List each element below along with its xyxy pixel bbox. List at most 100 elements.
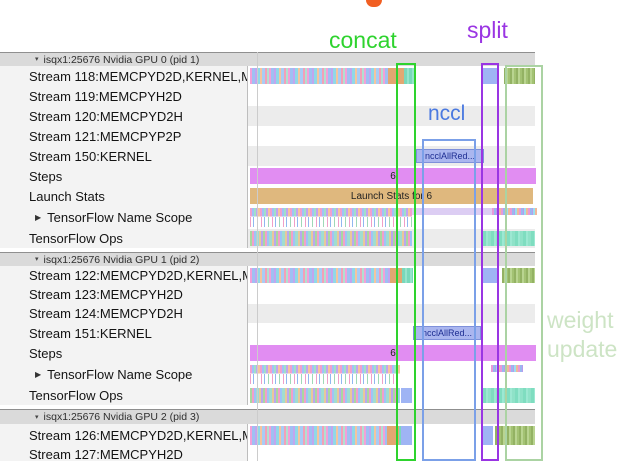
- timeline-track: Launch Stats for 6: [250, 186, 535, 206]
- process-header-label: isqx1:25676 Nvidia GPU 1 (pid 2): [43, 253, 200, 266]
- trace-event-segment[interactable]: [482, 68, 498, 84]
- trace-event-segment[interactable]: [250, 231, 412, 246]
- timeline-track: [250, 266, 535, 285]
- trace-event-segment[interactable]: [401, 426, 412, 445]
- trace-event-segment[interactable]: [399, 426, 401, 445]
- section-gap: [0, 405, 535, 409]
- orange-cropped-annotation-mark: [366, 0, 382, 7]
- annotation-concat-label: concat: [329, 27, 397, 53]
- track-row: ▶ TensorFlow Name Scope: [0, 363, 535, 386]
- track-label[interactable]: Stream 151:KERNEL: [0, 323, 248, 343]
- track-row: Stream 123:MEMCPYH2D: [0, 285, 535, 304]
- trace-event-segment[interactable]: [504, 68, 535, 84]
- trace-event-segment[interactable]: [401, 388, 412, 403]
- track-label-text: Stream 120:MEMCPYD2H: [29, 108, 183, 124]
- timeline-track: ncclAllRed...: [250, 323, 535, 343]
- timeline-gridline: [257, 52, 258, 461]
- trace-event-segment[interactable]: [250, 365, 400, 384]
- trace-event-segment[interactable]: [250, 426, 387, 445]
- collapse-arrow-icon[interactable]: ▾: [35, 256, 39, 263]
- trace-rows: ▾ isqx1:25676 Nvidia GPU 0 (pid 1) Stream …: [0, 52, 537, 461]
- track-label[interactable]: ▶ TensorFlow Name Scope: [0, 363, 248, 386]
- annotation-concat-box: [396, 63, 416, 461]
- track-label-text: Stream 127:MEMCPYH2D: [29, 447, 183, 461]
- timeline-track: 6: [250, 166, 536, 186]
- timeline-track: [250, 363, 535, 386]
- track-label-text: TensorFlow Ops: [29, 388, 123, 403]
- track-label-text: Stream 150:KERNEL: [29, 148, 152, 164]
- track-label[interactable]: Stream 127:MEMCPYH2D: [0, 447, 248, 461]
- track-label[interactable]: TensorFlow Ops: [0, 386, 248, 405]
- expand-arrow-icon[interactable]: ▶: [35, 212, 42, 222]
- track-row: TensorFlow Ops: [0, 386, 535, 405]
- track-label[interactable]: Stream 122:MEMCPYD2D,KERNEL,MI: [0, 266, 248, 285]
- track-row: Stream 124:MEMCPYD2H: [0, 304, 535, 323]
- trace-event-segment[interactable]: [483, 388, 535, 403]
- trace-event-segment[interactable]: [491, 365, 523, 372]
- track-label-text: Launch Stats: [29, 188, 105, 204]
- track-label[interactable]: Steps: [0, 343, 248, 363]
- trace-event-segment[interactable]: [492, 208, 537, 215]
- track-label-text: TensorFlow Ops: [29, 231, 123, 246]
- track-label[interactable]: ▶ TensorFlow Name Scope: [0, 206, 248, 229]
- track-label-text: Stream 126:MEMCPYD2D,KERNEL,MI: [29, 428, 248, 443]
- launch-stats-bar[interactable]: Launch Stats for 6: [250, 188, 533, 204]
- process-header[interactable]: ▾ isqx1:25676 Nvidia GPU 2 (pid 3): [0, 409, 535, 424]
- track-row: Stream 118:MEMCPYD2D,KERNEL,ME: [0, 66, 535, 86]
- nccl-allreduce-block[interactable]: ncclAllRed...: [413, 326, 481, 340]
- track-label[interactable]: Stream 121:MEMCPYP2P: [0, 126, 248, 146]
- track-row: Stream 126:MEMCPYD2D,KERNEL,MI: [0, 424, 535, 447]
- trace-event-segment[interactable]: [250, 268, 390, 283]
- process-header[interactable]: ▾ isqx1:25676 Nvidia GPU 0 (pid 1): [0, 52, 535, 66]
- track-label-text: Stream 123:MEMCPYH2D: [29, 287, 183, 302]
- trace-event-segment[interactable]: [483, 231, 535, 246]
- annotation-split-box: [481, 63, 499, 461]
- trace-event-segment[interactable]: [250, 68, 388, 84]
- track-label-text: Stream 151:KERNEL: [29, 325, 152, 341]
- trace-event-segment[interactable]: [483, 426, 493, 445]
- track-label[interactable]: Stream 124:MEMCPYD2H: [0, 304, 248, 323]
- annotation-weight-update-box: [505, 65, 543, 461]
- expand-arrow-icon[interactable]: ▶: [35, 369, 42, 379]
- track-row: Stream 119:MEMCPYH2D: [0, 86, 535, 106]
- trace-event-segment[interactable]: [482, 268, 498, 283]
- track-label-text: TensorFlow Name Scope: [47, 367, 193, 382]
- track-label-text: Stream 118:MEMCPYD2D,KERNEL,ME: [29, 68, 248, 84]
- track-label[interactable]: TensorFlow Ops: [0, 229, 248, 248]
- track-label[interactable]: Stream 126:MEMCPYD2D,KERNEL,MI: [0, 424, 248, 447]
- track-row: Launch Stats Launch Stats for 6: [0, 186, 535, 206]
- track-row: Stream 121:MEMCPYP2P: [0, 126, 535, 146]
- trace-event-segment[interactable]: [502, 268, 535, 283]
- track-label[interactable]: Stream 123:MEMCPYH2D: [0, 285, 248, 304]
- annotation-nccl-box: [422, 139, 476, 461]
- track-label[interactable]: Steps: [0, 166, 248, 186]
- track-label[interactable]: Stream 119:MEMCPYH2D: [0, 86, 248, 106]
- annotation-weight-update-label: weight update: [547, 306, 617, 364]
- annotation-weight-line1: weight: [547, 307, 614, 333]
- trace-event-segment[interactable]: [250, 208, 412, 227]
- collapse-arrow-icon[interactable]: ▾: [35, 56, 39, 63]
- trace-event-segment[interactable]: [402, 268, 413, 283]
- track-row: Stream 127:MEMCPYH2D: [0, 447, 535, 461]
- track-row: Steps 6: [0, 343, 536, 363]
- timeline-track: ncclAllRed...: [250, 146, 535, 166]
- track-label[interactable]: Stream 150:KERNEL: [0, 146, 248, 166]
- steps-bar[interactable]: 6: [250, 345, 536, 361]
- annotation-split-label: split: [467, 17, 508, 43]
- collapse-arrow-icon[interactable]: ▾: [35, 413, 39, 421]
- trace-event-segment[interactable]: [404, 68, 415, 84]
- annotation-weight-line2: update: [547, 336, 618, 362]
- track-label[interactable]: Stream 118:MEMCPYD2D,KERNEL,ME: [0, 66, 248, 86]
- track-label[interactable]: Launch Stats: [0, 186, 248, 206]
- track-label-text: TensorFlow Name Scope: [47, 210, 193, 225]
- track-label-text: Steps: [29, 168, 63, 184]
- track-label[interactable]: Stream 120:MEMCPYD2H: [0, 106, 248, 126]
- timeline-track: [250, 229, 535, 248]
- trace-event-segment[interactable]: [250, 388, 400, 403]
- timeline-track: 6: [250, 343, 536, 363]
- steps-bar[interactable]: 6: [250, 168, 536, 184]
- track-label-text: Stream 124:MEMCPYD2H: [29, 306, 183, 321]
- nccl-allreduce-block[interactable]: ncclAllRed...: [416, 149, 484, 163]
- process-header[interactable]: ▾ isqx1:25676 Nvidia GPU 1 (pid 2): [0, 252, 535, 266]
- process-header-label: isqx1:25676 Nvidia GPU 2 (pid 3): [43, 411, 200, 423]
